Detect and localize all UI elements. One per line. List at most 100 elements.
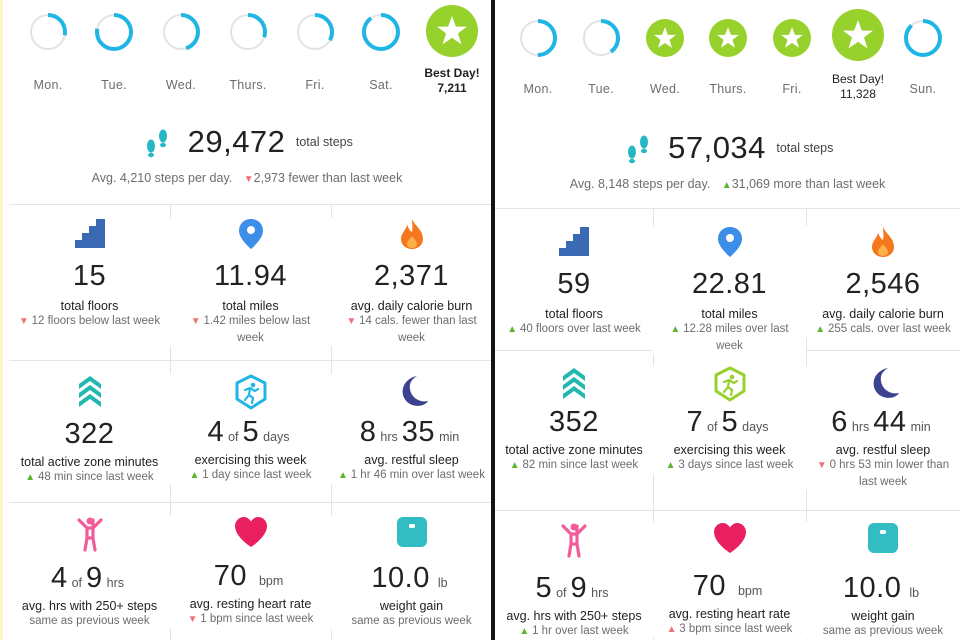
sleep-label: avg. restful sleep: [364, 453, 459, 467]
active-zone-value: 322: [64, 418, 115, 450]
step-ring-icon: [582, 19, 620, 57]
heart-icon: [234, 517, 267, 547]
day-label: Sat.: [369, 78, 393, 92]
tile-exercise[interactable]: 7 of 5 days exercising this week ▲ 3 days s…: [653, 366, 806, 474]
hourly-steps-change: same as previous week: [29, 615, 150, 627]
footprints-icon: [147, 129, 168, 158]
tile-heart-rate[interactable]: 70 bpm avg. resting heart rate ▼ 1 bpm si…: [170, 516, 331, 628]
floors-label: total floors: [60, 299, 119, 313]
tile-heart-rate[interactable]: 70 bpm avg. resting heart rate ▲ 3 bpm si…: [653, 522, 806, 638]
tile-floors[interactable]: 59 total floors ▲ 40 floors over last we…: [495, 226, 653, 338]
star-badge-icon: [709, 19, 747, 57]
tile-active-zone[interactable]: 322 total active zone minutes ▲ 48 min s…: [9, 374, 170, 486]
tile-calories[interactable]: 2,371 avg. daily calorie burn ▼ 14 cals.…: [331, 218, 491, 346]
heart-rate-label: avg. resting heart rate: [668, 607, 791, 621]
day-tue[interactable]: Tue.: [79, 12, 149, 92]
footprints-icon: [627, 135, 648, 164]
day-tue[interactable]: Tue.: [566, 18, 636, 96]
tile-floors[interactable]: 15 total floors ▼ 12 floors below last w…: [9, 218, 170, 330]
location-pin-icon: [717, 227, 742, 257]
day-label: Wed.: [649, 82, 681, 96]
week-progress-row: Mon. Tue. Wed. Thurs.: [495, 8, 960, 108]
day-label: Wed.: [165, 78, 197, 92]
metric-tiles-grid: 15 total floors ▼ 12 floors below last w…: [9, 200, 491, 640]
best-day[interactable]: Best Day! 11,328: [819, 8, 897, 102]
avg-steps-text: Avg. 4,210 steps per day.: [91, 171, 233, 185]
tile-sleep[interactable]: 8 hrs 35 min avg. restful sleep ▲ 1 hr 46 m…: [331, 374, 491, 484]
tile-miles[interactable]: 11.94 total miles ▼ 1.42 miles below las…: [170, 218, 331, 346]
hourly-steps-value: 5 of 9 hrs: [535, 572, 609, 604]
miles-label: total miles: [222, 299, 279, 313]
day-sat[interactable]: Sat.: [346, 12, 416, 92]
weight-label: weight gain: [379, 599, 444, 613]
hourly-steps-change: ▲ 1 hr over last week: [519, 625, 629, 637]
active-zone-value: 352: [549, 406, 599, 438]
tile-calories[interactable]: 2,546 avg. daily calorie burn ▲ 255 cals…: [806, 226, 960, 338]
day-mon[interactable]: Mon.: [503, 18, 573, 96]
steps-summary: Avg. 8,148 steps per day. ▲31,069 more t…: [495, 177, 960, 191]
stairs-icon: [74, 219, 105, 248]
day-label: Mon.: [33, 78, 63, 92]
day-thurs[interactable]: Thurs.: [213, 12, 283, 92]
sleep-label: avg. restful sleep: [835, 443, 931, 457]
tile-weight[interactable]: 10.0 lb weight gain same as previous week: [806, 522, 960, 639]
tile-hourly-steps[interactable]: 4 of 9 hrs avg. hrs with 250+ steps same as…: [9, 516, 170, 629]
trend-down-icon: ▼: [190, 316, 204, 327]
floors-value: 59: [557, 268, 591, 300]
weight-label: weight gain: [851, 609, 915, 623]
day-fri[interactable]: Fri.: [757, 18, 827, 96]
day-thurs[interactable]: Thurs.: [693, 18, 763, 96]
heart-rate-change: ▼ 1 bpm since last week: [187, 613, 314, 625]
tile-active-zone[interactable]: 352 total active zone minutes ▲ 82 min s…: [495, 366, 653, 474]
day-sun[interactable]: Sun.: [888, 18, 958, 96]
step-ring-icon: [519, 19, 557, 57]
heart-rate-change: ▲ 3 bpm since last week: [666, 623, 793, 635]
flame-icon: [872, 227, 894, 257]
best-day-label: Best Day!: [424, 66, 480, 80]
day-label: Thurs.: [229, 78, 267, 92]
step-ring-icon: [296, 13, 334, 51]
day-wed[interactable]: Wed.: [146, 12, 216, 92]
weight-value: 10.0 lb: [842, 572, 920, 604]
tile-miles[interactable]: 22.81 total miles ▲ 12.28 miles over las…: [653, 226, 806, 354]
exercise-label: exercising this week: [194, 453, 307, 467]
day-label: Fri.: [782, 82, 802, 96]
active-zone-icon: [78, 376, 101, 407]
day-label: Tue.: [588, 82, 614, 96]
calories-value: 2,371: [373, 260, 450, 292]
week-progress-row: Mon. Tue. Wed. Thurs.: [3, 5, 491, 98]
tile-sleep[interactable]: 6 hrs 44 min avg. restful sleep ▼ 0 hrs 53 …: [806, 366, 960, 490]
weight-value: 10.0 lb: [371, 562, 448, 594]
divider: [9, 204, 491, 205]
tile-weight[interactable]: 10.0 lb weight gain same as previous week: [331, 516, 491, 629]
day-label: Thurs.: [709, 82, 747, 96]
tile-hourly-steps[interactable]: 5 of 9 hrs avg. hrs with 250+ steps ▲ 1 hr …: [495, 522, 653, 640]
tile-exercise[interactable]: 4 of 5 days exercising this week ▲ 1 day si…: [170, 374, 331, 484]
hourly-steps-label: avg. hrs with 250+ steps: [506, 609, 642, 623]
steps-change-text: 2,973 fewer than last week: [253, 171, 403, 185]
active-zone-label: total active zone minutes: [505, 443, 643, 457]
trend-up-icon: ▲: [189, 470, 203, 481]
day-mon[interactable]: Mon.: [13, 12, 83, 92]
weight-change: same as previous week: [351, 615, 472, 627]
scale-icon: [868, 523, 898, 553]
day-fri[interactable]: Fri.: [280, 12, 350, 92]
trend-down-icon: ▲: [666, 624, 680, 635]
step-ring-icon: [229, 13, 267, 51]
divider: [495, 510, 960, 511]
active-zone-icon: [563, 368, 585, 399]
avg-steps-text: Avg. 8,148 steps per day.: [569, 177, 711, 191]
calories-change: ▲ 255 cals. over last week: [815, 323, 951, 335]
heart-icon: [713, 523, 746, 553]
day-label: Sun.: [909, 82, 937, 96]
standing-person-icon: [76, 517, 103, 552]
day-wed[interactable]: Wed.: [630, 18, 700, 96]
exercise-badge-icon: [235, 374, 266, 410]
miles-value: 22.81: [691, 268, 768, 300]
flame-icon: [400, 219, 423, 249]
step-ring-icon: [95, 13, 133, 51]
exercise-label: exercising this week: [673, 443, 786, 457]
exercise-change: ▲ 1 day since last week: [189, 469, 312, 481]
best-day[interactable]: Best Day! 7,211: [413, 4, 491, 96]
trend-down-icon: ▼: [187, 614, 201, 625]
